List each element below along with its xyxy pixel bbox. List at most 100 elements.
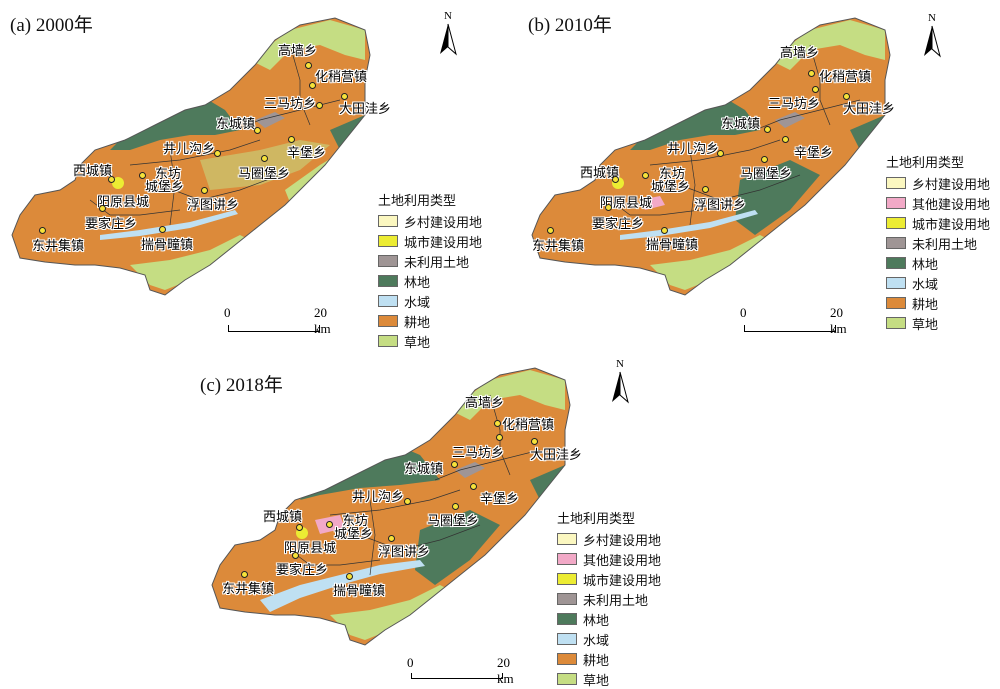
settlement-marker <box>241 571 248 578</box>
settlement-marker <box>642 172 649 179</box>
grassland-area <box>330 585 450 640</box>
settlement-marker <box>341 93 348 100</box>
legend-swatch <box>378 275 398 287</box>
north-arrow-icon <box>924 25 941 58</box>
legend-swatch <box>378 295 398 307</box>
place-label: 城堡乡 <box>651 180 691 195</box>
settlement-marker <box>159 226 166 233</box>
legend-swatch <box>886 277 906 289</box>
settlement-marker <box>470 483 477 490</box>
unused-area <box>455 462 485 478</box>
legend-label: 未利用土地 <box>404 255 470 271</box>
forest-area <box>735 160 820 235</box>
legend-item: 乡村建设用地 <box>557 529 661 549</box>
legend-item: 城市建设用地 <box>886 213 990 233</box>
place-label: 东坊 <box>155 167 182 182</box>
forest-area <box>110 95 240 150</box>
legend-item: 城市建设用地 <box>378 231 482 251</box>
settlement-marker <box>99 205 106 212</box>
legend-swatch <box>886 217 906 229</box>
settlement-marker <box>316 102 323 109</box>
county-boundary <box>211 367 571 646</box>
north-arrow-icon <box>440 23 457 56</box>
place-label: 浮图讲乡 <box>694 198 747 213</box>
settlement-marker <box>346 573 353 580</box>
legend-item: 耕地 <box>378 311 482 331</box>
scale-end: 20 km <box>830 305 847 336</box>
water-area <box>620 210 758 240</box>
legend-swatch <box>557 573 577 585</box>
settlement-marker <box>254 127 261 134</box>
settlement-marker <box>612 176 619 183</box>
place-label: 东城镇 <box>216 117 256 132</box>
legend-label: 乡村建设用地 <box>583 533 662 549</box>
place-label: 阳原县城 <box>97 195 150 210</box>
north-label: N <box>928 12 936 24</box>
settlement-marker <box>201 187 208 194</box>
legend-swatch <box>378 215 398 227</box>
scale-bar-a: 0 20 km <box>222 305 342 339</box>
place-label: 东坊 <box>659 167 686 182</box>
settlement-marker <box>812 86 819 93</box>
place-label: 高墙乡 <box>780 46 820 61</box>
settlement-marker <box>388 535 395 542</box>
settlement-marker <box>288 136 295 143</box>
scale-start: 0 <box>224 305 231 320</box>
panel-c-title: (c) 2018年 <box>200 375 283 396</box>
legend-item: 乡村建设用地 <box>886 173 990 193</box>
legend-item: 草地 <box>557 669 661 689</box>
grassland-area <box>130 235 250 290</box>
legend-a: 土地利用类型 乡村建设用地 城市建设用地 未利用土地 林地 水域 耕地 草地 <box>378 190 482 351</box>
legend-swatch <box>557 533 577 545</box>
place-label: 东井集镇 <box>32 239 85 254</box>
legend-label: 林地 <box>912 257 939 273</box>
legend-label: 城市建设用地 <box>404 235 483 251</box>
settlement-marker <box>764 126 771 133</box>
legend-swatch <box>886 177 906 189</box>
panel-b-title: (b) 2010年 <box>528 15 612 36</box>
legend-swatch <box>557 673 577 685</box>
legend-c: 土地利用类型 乡村建设用地 其他建设用地 城市建设用地 未利用土地 林地 水域 … <box>557 508 661 689</box>
legend-item: 未利用土地 <box>557 589 661 609</box>
place-label: 西城镇 <box>263 510 303 525</box>
settlement-marker <box>702 186 709 193</box>
settlement-marker <box>496 434 503 441</box>
place-label: 高墙乡 <box>278 44 318 59</box>
legend-swatch <box>557 593 577 605</box>
settlement-marker <box>717 150 724 157</box>
place-label: 浮图讲乡 <box>187 198 240 213</box>
place-label: 东城镇 <box>721 117 761 132</box>
township-boundaries <box>609 44 861 226</box>
settlement-marker <box>139 172 146 179</box>
legend-label: 耕地 <box>404 315 431 331</box>
legend-item: 草地 <box>886 313 990 333</box>
legend-swatch <box>557 653 577 665</box>
place-label: 三马坊乡 <box>264 97 317 112</box>
settlement-marker <box>843 93 850 100</box>
legend-item: 耕地 <box>886 293 990 313</box>
place-label: 揣骨疃镇 <box>333 584 386 599</box>
legend-swatch <box>378 255 398 267</box>
legend-item: 耕地 <box>557 649 661 669</box>
legend-item: 林地 <box>557 609 661 629</box>
place-label: 三马坊乡 <box>452 446 505 461</box>
place-label: 马圈堡乡 <box>740 167 793 182</box>
forest-area <box>630 95 760 150</box>
township-boundaries <box>289 394 541 576</box>
legend-label: 城市建设用地 <box>583 573 662 589</box>
place-label: 大田洼乡 <box>843 102 896 117</box>
place-label: 阳原县城 <box>600 196 653 211</box>
legend-label: 乡村建设用地 <box>404 215 483 231</box>
place-label: 辛堡乡 <box>480 492 520 507</box>
legend-label: 水域 <box>583 633 610 649</box>
scale-start: 0 <box>740 305 747 320</box>
legend-item: 未利用土地 <box>886 233 990 253</box>
legend-swatch <box>886 317 906 329</box>
legend-item: 水域 <box>886 273 990 293</box>
settlement-marker <box>451 461 458 468</box>
place-label: 大田洼乡 <box>339 102 392 117</box>
settlement-marker <box>296 524 303 531</box>
legend-label: 其他建设用地 <box>912 197 991 213</box>
